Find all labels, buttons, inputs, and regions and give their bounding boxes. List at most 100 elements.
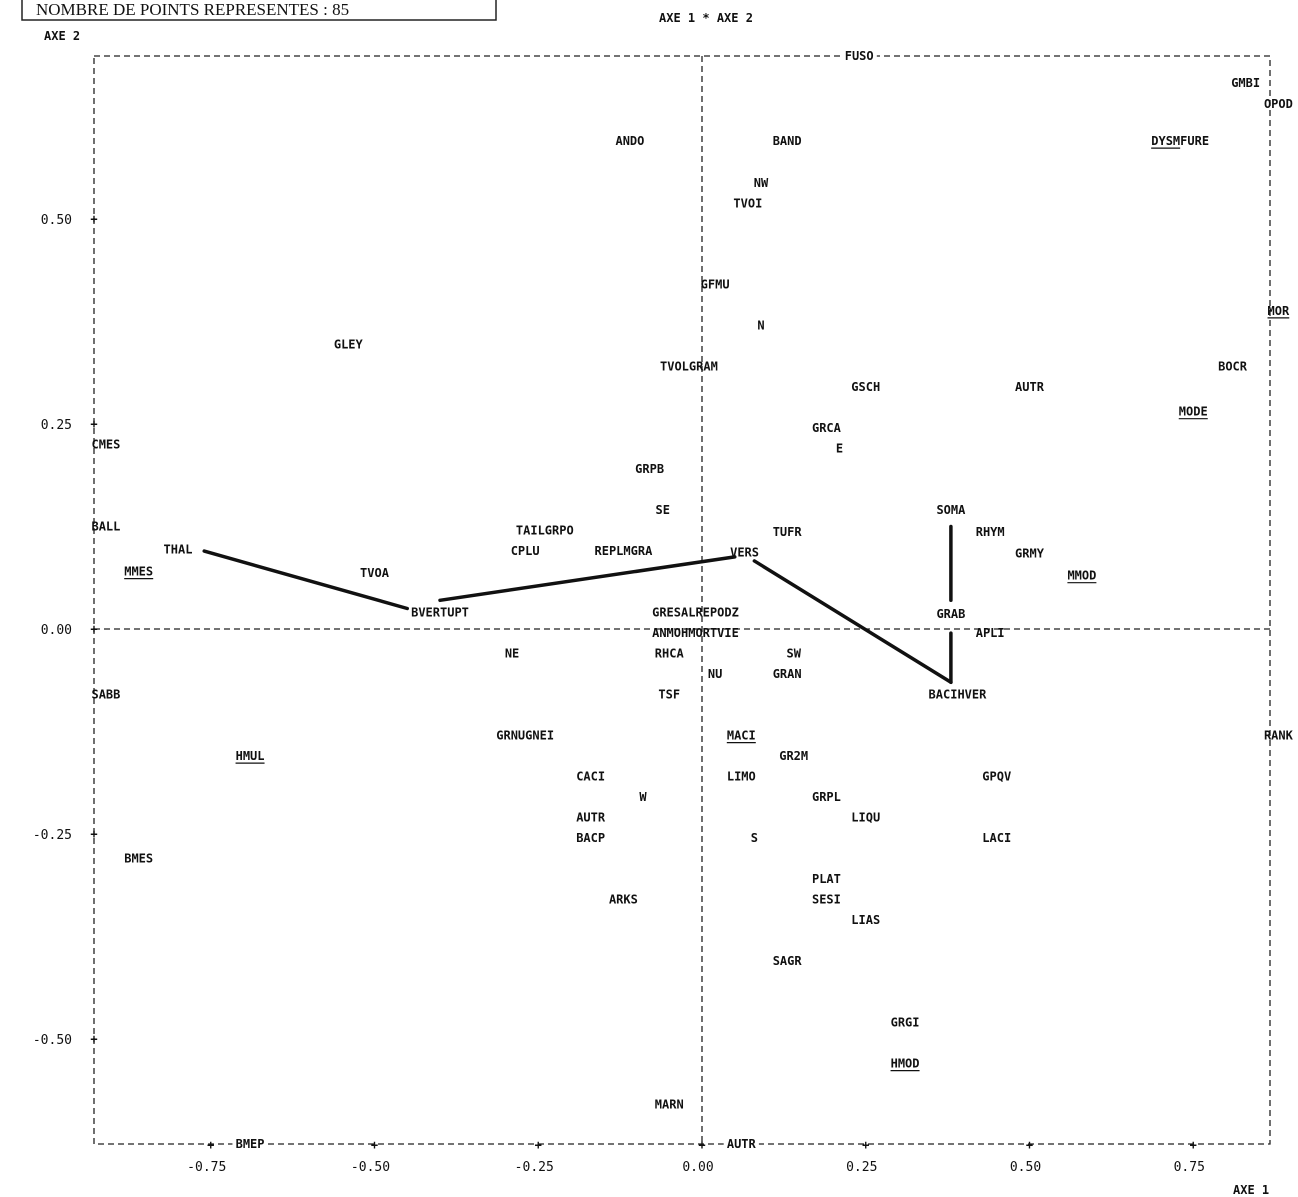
y-tick-label: -0.50 xyxy=(33,1033,72,1048)
point-label-text: SABB xyxy=(91,688,120,702)
point-label-cplu: CPLU xyxy=(511,544,540,558)
point-label-text: NW xyxy=(754,176,769,190)
y-tick-mark: + xyxy=(90,622,97,636)
point-label-replmgra: REPLMGRA xyxy=(595,544,654,558)
border-label: BMEP xyxy=(236,1137,265,1151)
point-label-text: NU xyxy=(708,667,722,681)
point-label-text: MMOD xyxy=(1067,569,1096,583)
point-label-gpqv: GPQV xyxy=(982,770,1011,784)
border-label-bg xyxy=(841,49,877,62)
point-label-text: AUTR xyxy=(576,811,606,825)
point-label-hmul: HMUL xyxy=(235,749,265,764)
point-label-laci: LACI xyxy=(982,831,1011,845)
point-label-text: MACI xyxy=(727,729,756,743)
point-label-text: HMOD xyxy=(891,1057,920,1071)
point-label-n: N xyxy=(757,319,764,333)
point-label-text: GRESALREPODZ xyxy=(652,606,739,620)
border-label: AUTR xyxy=(727,1137,757,1151)
point-label-w: W xyxy=(639,790,647,804)
point-label-text: TVOLGRAM xyxy=(660,360,718,374)
point-label-text: GFMU xyxy=(701,278,730,292)
point-label-text: LIAS xyxy=(851,913,880,927)
point-label-grab: GRAB xyxy=(936,607,965,621)
point-label-text: GLEY xyxy=(334,337,364,351)
point-label-text: CPLU xyxy=(511,544,540,558)
link-line xyxy=(438,555,737,603)
point-label-gley: GLEY xyxy=(334,337,364,351)
point-label-text: BALL xyxy=(91,520,120,534)
point-label-text: GRMY xyxy=(1015,547,1045,561)
point-label-text: AUTR xyxy=(1015,380,1045,394)
point-label-grnugnei: GRNUGNEI xyxy=(496,729,554,743)
point-label-text: TVOA xyxy=(360,566,390,580)
point-label-text: MODE xyxy=(1179,405,1208,419)
point-label-text: BACP xyxy=(576,831,605,845)
point-label-sabb: SABB xyxy=(91,688,120,702)
y-tick-label: 0.25 xyxy=(41,418,72,433)
point-label-gr2m: GR2M xyxy=(779,749,808,763)
point-label-liqu: LIQU xyxy=(851,811,880,825)
x-tick-mark: + xyxy=(1026,1138,1033,1152)
point-label-text: SOMA xyxy=(936,503,966,517)
point-label-bacp: BACP xyxy=(576,831,605,845)
point-label-marn: MARN xyxy=(655,1098,684,1112)
point-count-box xyxy=(21,0,497,21)
point-label-rhca: RHCA xyxy=(655,647,685,661)
point-label-text: CMES xyxy=(91,438,120,452)
y-tick-mark: + xyxy=(90,1032,97,1046)
link-lines xyxy=(202,524,953,685)
x-tick-mark: + xyxy=(535,1138,542,1152)
point-label-text: E xyxy=(836,442,843,456)
plot-title: AXE 1 * AXE 2 xyxy=(659,11,753,25)
point-label-text: N xyxy=(757,319,764,333)
point-label-bacihver: BACIHVER xyxy=(929,688,988,702)
border-label: FUSO xyxy=(845,49,874,63)
point-label-gsch: GSCH xyxy=(851,380,880,394)
point-label-text: MMES xyxy=(124,565,153,579)
point-label-grca: GRCA xyxy=(812,421,842,435)
point-label-lias: LIAS xyxy=(851,913,880,927)
point-label-autr: AUTR xyxy=(576,811,606,825)
point-labels: ANDO BAND GMBI OPOD DYSMFURE NW TVOI GFMU MOR N GL… xyxy=(91,76,1293,1112)
point-label-text: GRCA xyxy=(812,421,842,435)
point-label-text: DYSMFURE xyxy=(1151,134,1209,148)
point-label-text: VERS xyxy=(730,546,759,560)
point-label-text: LIMO xyxy=(727,770,756,784)
y-tick-label: -0.25 xyxy=(33,828,72,843)
point-label-text: GMBI xyxy=(1231,76,1260,90)
point-label-text: TAILGRPO xyxy=(516,524,574,538)
point-label-mmes: MMES xyxy=(124,565,154,580)
y-tick-mark: + xyxy=(90,827,97,841)
y-tick-mark: + xyxy=(90,417,97,431)
point-label-tvoi: TVOI xyxy=(733,196,762,210)
point-label-text: OPOD xyxy=(1264,97,1293,111)
point-label-text: CACI xyxy=(576,770,605,784)
point-label-text: RHCA xyxy=(655,647,685,661)
y-tick-label: 0.50 xyxy=(41,213,72,228)
point-label-band: BAND xyxy=(773,134,802,148)
point-label-text: THAL xyxy=(164,542,193,556)
point-label-opod: OPOD xyxy=(1264,97,1293,111)
axis-ticks: + -0.75 + -0.50 + -0.25 +0.00 +0.25 +0.50 +0.75 +0… xyxy=(33,212,1205,1175)
x-tick-mark: + xyxy=(207,1138,214,1152)
point-count-label: NOMBRE DE POINTS REPRESENTES : 85 xyxy=(36,0,349,19)
point-label-text: GRAN xyxy=(773,667,802,681)
point-label-text: ARKS xyxy=(609,893,638,907)
point-label-text: BVERTUPT xyxy=(411,606,469,620)
point-label-tailgrpo: TAILGRPO xyxy=(516,524,574,538)
point-label-cmes: CMES xyxy=(91,438,120,452)
plot-frame xyxy=(93,55,1271,1145)
point-label-text: REPLMGRA xyxy=(595,544,654,558)
point-label-tvoa: TVOA xyxy=(360,566,390,580)
point-label-bmes: BMES xyxy=(124,852,153,866)
point-label-maci: MACI xyxy=(726,729,756,744)
point-label-text: BMES xyxy=(124,852,153,866)
point-label-text: NE xyxy=(505,647,519,661)
y-tick-label: 0.00 xyxy=(41,623,72,638)
point-label-text: W xyxy=(639,790,647,804)
point-label-apli: APLI xyxy=(976,626,1005,640)
point-label-anmohmortvie: ANMOHMORTVIE xyxy=(652,626,739,640)
x-tick-label: -0.50 xyxy=(351,1160,390,1175)
x-tick-mark: + xyxy=(698,1138,705,1152)
